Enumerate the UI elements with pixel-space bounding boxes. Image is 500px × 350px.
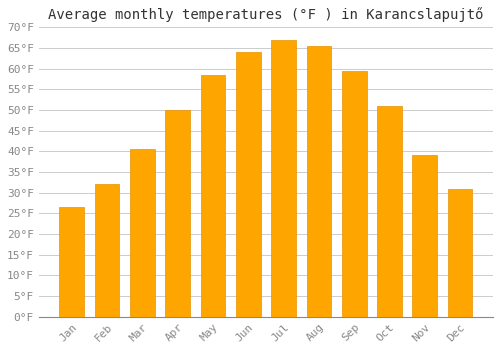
Bar: [342, 71, 366, 317]
Bar: [271, 40, 296, 317]
Bar: [306, 46, 331, 317]
Bar: [412, 155, 437, 317]
Bar: [377, 106, 402, 317]
Bar: [94, 184, 120, 317]
Bar: [236, 52, 260, 317]
Bar: [60, 207, 84, 317]
Bar: [448, 189, 472, 317]
Title: Average monthly temperatures (°F ) in Karancslapujtő: Average monthly temperatures (°F ) in Ka…: [48, 7, 484, 22]
Bar: [200, 75, 226, 317]
Bar: [130, 149, 155, 317]
Bar: [166, 110, 190, 317]
